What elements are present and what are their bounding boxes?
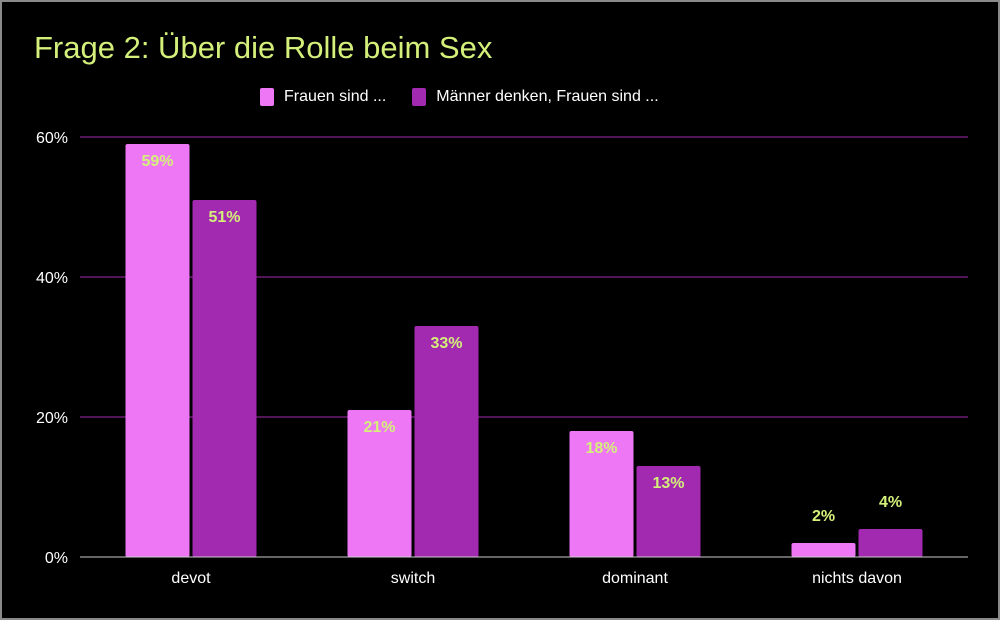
legend-swatch xyxy=(412,88,427,106)
x-tick-label: nichts davon xyxy=(812,570,902,587)
data-label: 2% xyxy=(812,508,835,525)
data-label: 59% xyxy=(141,153,173,170)
x-tick-label: dominant xyxy=(602,570,668,587)
x-tick-label: devot xyxy=(171,570,211,587)
bar xyxy=(636,466,701,557)
bar xyxy=(125,144,190,557)
bar xyxy=(791,543,856,557)
y-tick-label: 60% xyxy=(36,130,68,147)
legend-label: Männer denken, Frauen sind ... xyxy=(436,88,659,105)
y-tick-label: 0% xyxy=(45,550,68,567)
legend: Frauen sind ... Männer denken, Frauen si… xyxy=(260,88,659,106)
bar xyxy=(858,529,923,557)
legend-label: Frauen sind ... xyxy=(284,88,387,105)
legend-swatch xyxy=(260,88,274,106)
data-label: 21% xyxy=(363,419,395,436)
data-label: 51% xyxy=(208,209,240,226)
data-label: 4% xyxy=(879,494,902,511)
data-label: 13% xyxy=(652,475,684,492)
chart-title: Frage 2: Über die Rolle beim Sex xyxy=(34,30,493,65)
x-tick-label: switch xyxy=(391,570,435,587)
legend-item: Männer denken, Frauen sind ... xyxy=(412,88,659,106)
bar xyxy=(192,200,257,557)
legend-item: Frauen sind ... xyxy=(260,88,386,106)
y-tick-label: 40% xyxy=(36,270,68,287)
data-label: 18% xyxy=(585,440,617,457)
y-tick-label: 20% xyxy=(36,410,68,427)
bar xyxy=(414,326,479,557)
data-label: 33% xyxy=(430,335,462,352)
bar xyxy=(569,431,634,557)
bar xyxy=(347,410,412,557)
